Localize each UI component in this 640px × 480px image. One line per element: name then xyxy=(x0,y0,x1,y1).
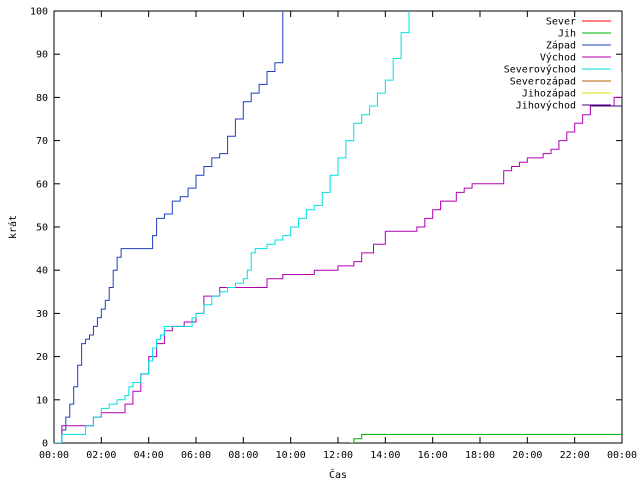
legend: SeverJihZápadVýchodSeverovýchodSeverozáp… xyxy=(504,17,611,112)
y-axis-label: krát xyxy=(7,215,19,239)
series-line-1 xyxy=(349,433,622,443)
series-line-2 xyxy=(54,11,284,443)
x-tick-label: 12:00 xyxy=(323,450,353,461)
legend-label: Severovýchod xyxy=(504,64,576,76)
x-tick-label: 04:00 xyxy=(134,450,164,461)
series-line-4 xyxy=(54,11,410,443)
x-tick-label: 10:00 xyxy=(276,450,306,461)
series-line-3 xyxy=(54,71,622,443)
y-tick-label: 30 xyxy=(36,309,48,320)
y-tick-label: 0 xyxy=(42,439,48,450)
y-tick-label: 40 xyxy=(36,266,48,277)
y-tick-label: 60 xyxy=(36,179,48,190)
x-tick-label: 08:00 xyxy=(228,450,258,461)
x-axis: 00:00 02:00 04:00 06:00 08:00 10:00 12:00 14:00… xyxy=(39,11,637,461)
x-tick-label: 02:00 xyxy=(86,450,116,461)
y-tick-label: 100 xyxy=(30,7,48,18)
x-tick-label: 22:00 xyxy=(560,450,590,461)
y-tick-label: 70 xyxy=(36,136,48,147)
x-tick-label: 20:00 xyxy=(512,450,542,461)
y-axis: 0 10 20 30 40 50 60 70 80 90 100 xyxy=(30,7,622,450)
legend-label: Severozápad xyxy=(510,76,576,88)
x-tick-label: 00:00 xyxy=(39,450,69,461)
x-tick-label: 00:00 xyxy=(607,450,637,461)
legend-label: Jihovýchod xyxy=(516,100,576,112)
x-tick-label: 06:00 xyxy=(181,450,211,461)
x-tick-label: 16:00 xyxy=(418,450,448,461)
legend-label: Jihozápad xyxy=(522,88,576,100)
y-tick-label: 80 xyxy=(36,93,48,104)
legend-label: Sever xyxy=(546,17,576,28)
x-tick-label: 18:00 xyxy=(465,450,495,461)
legend-label: Jih xyxy=(558,29,576,40)
legend-label: Západ xyxy=(546,40,576,52)
y-tick-label: 10 xyxy=(36,395,48,406)
x-axis-label: Čas xyxy=(329,468,347,480)
x-tick-label: 14:00 xyxy=(370,450,400,461)
legend-label: Východ xyxy=(540,52,576,64)
y-tick-label: 50 xyxy=(36,223,48,234)
y-tick-label: 20 xyxy=(36,352,48,363)
y-tick-label: 90 xyxy=(36,50,48,61)
series-lines xyxy=(54,11,622,443)
